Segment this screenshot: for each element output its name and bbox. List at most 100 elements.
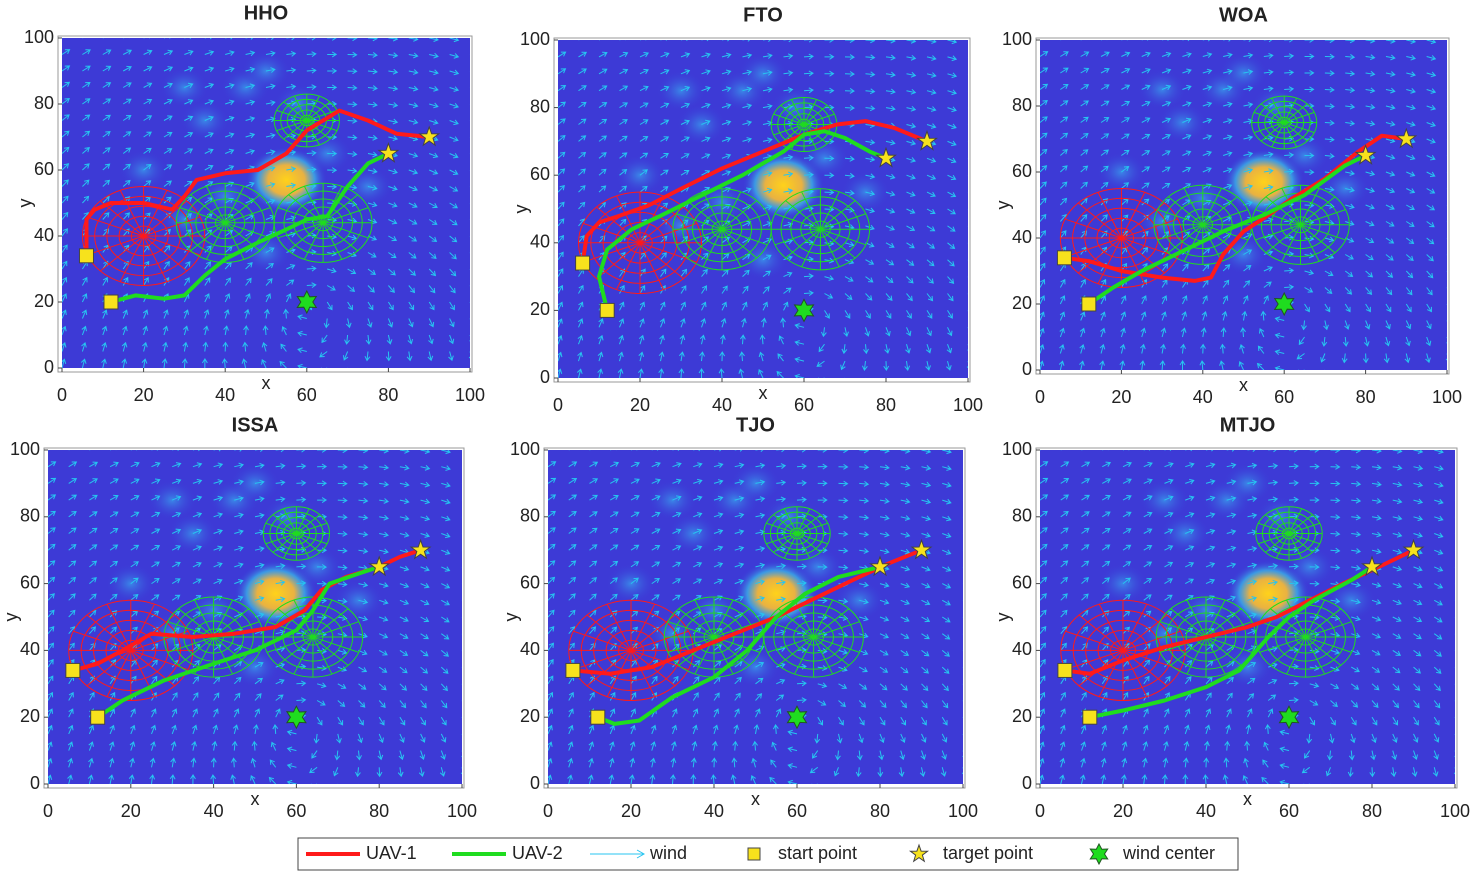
wind-arrow: [1263, 295, 1269, 305]
wind-arrow: [833, 767, 840, 777]
wind-arrow: [755, 693, 763, 701]
threat-spoke: [1205, 636, 1226, 675]
wind-arrow: [578, 85, 587, 92]
wind-arrow: [367, 201, 378, 208]
y-tick-label: 60: [1012, 161, 1032, 181]
threat-spoke: [606, 603, 632, 651]
threat-spoke: [143, 190, 168, 237]
wind-arrow: [1040, 461, 1049, 468]
wind-arrow: [1080, 116, 1089, 123]
wind-arrow: [1406, 88, 1416, 94]
threat-spoke: [1305, 608, 1342, 638]
wind-arrow: [1309, 648, 1320, 654]
y-tick-label: 40: [34, 225, 54, 245]
wind-arrow: [245, 66, 256, 73]
wind-arrow: [906, 174, 916, 180]
wind-arrow: [1081, 494, 1090, 501]
wind-arrow: [1454, 566, 1455, 568]
wind-arrow: [1263, 217, 1274, 224]
wind-arrow: [548, 494, 557, 501]
wind-arrow: [794, 340, 805, 346]
wind-arrow: [441, 616, 450, 623]
threat-spoke: [86, 216, 144, 237]
wind-arrow: [597, 368, 604, 378]
wind-arrow: [192, 462, 203, 468]
threat-spoke: [785, 200, 821, 230]
wind-arrow: [942, 566, 952, 572]
wind-arrow: [1385, 71, 1396, 77]
wind-arrow: [900, 616, 910, 622]
threat-spoke: [295, 508, 310, 534]
threat-spoke: [322, 222, 359, 252]
wind-arrow: [1434, 532, 1444, 539]
wind-arrow: [751, 757, 757, 768]
wind-arrow: [651, 561, 661, 568]
wind-arrow: [758, 369, 764, 378]
start-point: [1081, 296, 1097, 312]
wind-arrow: [337, 480, 348, 487]
threat-spoke: [1205, 608, 1242, 638]
wind-arrow: [440, 683, 448, 692]
wind-arrow: [1122, 577, 1131, 584]
wind-arrow: [1426, 287, 1433, 296]
wind-arrow: [109, 593, 118, 601]
wind-arrow: [1426, 204, 1436, 211]
wind-arrow: [619, 102, 629, 109]
wind-arrow: [812, 750, 819, 759]
wind-arrow: [578, 185, 586, 193]
wind-arrow: [1434, 450, 1444, 455]
y-tick-label: 20: [34, 291, 54, 311]
threat-spoke: [1205, 599, 1226, 638]
x-tick-label: 0: [543, 801, 553, 821]
wind-arrow: [387, 318, 394, 328]
wind-arrow: [122, 163, 131, 171]
wind-arrow: [1330, 649, 1341, 655]
wind-arrow: [921, 716, 927, 726]
y-axis-label: y: [993, 613, 1013, 622]
wind-arrow: [1080, 724, 1087, 735]
wind-arrow: [1324, 303, 1331, 313]
wind-arrow: [1226, 479, 1237, 486]
wind-arrow: [1371, 464, 1382, 471]
wind-arrow: [1365, 303, 1371, 313]
wind-arrow: [1426, 88, 1437, 94]
wind-arrow: [347, 101, 358, 108]
wind-arrow: [1222, 774, 1229, 784]
wind-arrow: [804, 40, 813, 43]
threat-spoke: [306, 95, 320, 121]
threat-spoke: [1077, 202, 1122, 239]
wind-arrow: [379, 481, 390, 488]
wind-arrow: [672, 462, 682, 468]
wind-arrow: [365, 334, 372, 345]
wind-arrow: [734, 676, 742, 685]
wind-arrow: [1101, 528, 1111, 534]
wind-arrow: [732, 740, 739, 751]
wind-arrow: [376, 767, 383, 778]
threat-spoke: [1170, 608, 1207, 638]
wind-arrow: [651, 675, 658, 685]
wind-arrow: [68, 478, 78, 484]
wind-arrow: [241, 358, 248, 368]
threat-spoke: [312, 636, 333, 675]
wind-arrow: [102, 114, 111, 121]
wind-arrow: [1324, 236, 1335, 243]
wind-arrow: [163, 309, 169, 319]
wind-arrow: [102, 163, 111, 171]
y-tick-label: 100: [24, 27, 54, 47]
threat-spoke: [296, 533, 321, 553]
wind-arrow: [1324, 153, 1335, 159]
wind-arrow: [844, 71, 855, 77]
wind-arrow: [347, 285, 356, 293]
wind-arrow: [1256, 362, 1265, 370]
wind-arrow: [449, 285, 456, 294]
wind-arrow: [947, 157, 957, 164]
wind-arrow: [906, 40, 917, 44]
chart-title: FTO: [743, 4, 783, 26]
wind-arrow: [275, 694, 284, 701]
wind-arrow: [776, 662, 786, 669]
wind-arrow: [337, 683, 347, 689]
wind-arrow: [1324, 53, 1335, 60]
y-tick-label: 0: [540, 367, 550, 387]
wind-arrow: [172, 478, 182, 485]
wind-arrow: [558, 368, 563, 378]
